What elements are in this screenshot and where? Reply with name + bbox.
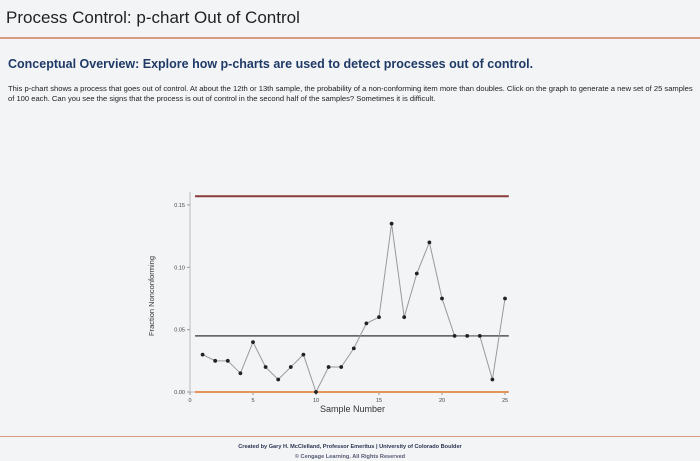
data-point [477, 333, 482, 338]
data-point [276, 377, 281, 382]
x-tick-label: 5 [251, 398, 254, 404]
x-tick-label: 10 [313, 398, 319, 404]
data-point [288, 365, 293, 369]
x-tick-label: 0 [188, 398, 191, 404]
data-point [503, 296, 507, 301]
footer-divider [0, 436, 700, 437]
data-point [402, 315, 407, 320]
section-heading: Conceptual Overview: Explore how p-chart… [8, 57, 534, 71]
data-point [213, 358, 218, 363]
data-point [326, 365, 331, 369]
p-chart-svg[interactable]: 0.00 0.05 0.10 0.15 0 5 10 15 20 25 Sample Number F… [140, 160, 540, 425]
data-point [414, 271, 419, 276]
data-point [314, 390, 318, 394]
data-point [440, 296, 444, 301]
data-series-line [202, 223, 506, 394]
data-point [490, 377, 495, 382]
data-point [225, 358, 230, 363]
page-title: Process Control: p-chart Out of Control [6, 8, 300, 27]
data-point [377, 315, 381, 320]
y-tick-label: 0.00 [174, 390, 185, 396]
data-point [389, 221, 394, 226]
data-point [251, 340, 255, 345]
x-tick-label: 25 [502, 398, 508, 404]
y-tick-label: 0.05 [174, 328, 185, 334]
x-tick-label: 15 [376, 398, 382, 404]
data-point [452, 333, 457, 338]
data-point [238, 371, 243, 376]
y-tick-label: 0.15 [174, 203, 185, 209]
x-tick-label: 20 [439, 398, 445, 404]
p-chart[interactable]: 0.00 0.05 0.10 0.15 0 5 10 15 20 25 Sample Number F… [140, 160, 540, 425]
description-text: This p-chart shows a process that goes o… [8, 84, 693, 103]
credit-text: Created by Gary H. McClelland, Professor… [238, 444, 462, 450]
data-point [301, 352, 306, 357]
y-tick-label: 0.10 [174, 265, 185, 271]
data-point [263, 365, 268, 369]
data-point [351, 346, 356, 351]
x-axis-title: Sample Number [320, 404, 385, 414]
data-point [364, 321, 369, 326]
data-point [200, 352, 205, 357]
data-point [465, 333, 470, 338]
copyright-text: © Cengage Learning. All Rights Reserved [294, 454, 406, 460]
title-divider [0, 37, 700, 39]
data-point [427, 240, 432, 245]
data-point [339, 365, 344, 369]
y-axis-title: Fraction Nonconforming [147, 256, 156, 336]
